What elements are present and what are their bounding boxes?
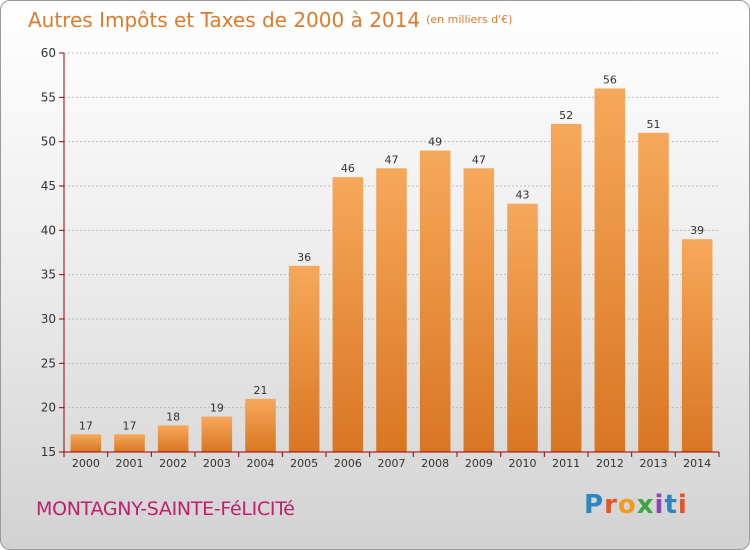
logo-letter: x xyxy=(636,490,655,520)
bar-value-label: 52 xyxy=(559,109,573,122)
x-tick-label: 2002 xyxy=(159,457,187,470)
logo-letter: o xyxy=(617,490,637,520)
town-name: MONTAGNY-SAINTE-FéLICITé xyxy=(36,498,295,520)
y-tick-label: 45 xyxy=(41,179,56,193)
bar xyxy=(638,132,669,453)
bar xyxy=(376,168,407,452)
bars: 17 17 18 19 21 36 46 47 49 47 43 52 56 51 39 xyxy=(70,73,713,453)
y-tick-label: 25 xyxy=(41,356,56,370)
bar xyxy=(419,150,451,453)
bar-value-label: 39 xyxy=(690,224,704,237)
chart-title-text: Autres Impôts et Taxes de 2000 à 2014 xyxy=(28,8,421,32)
y-tick-label: 60 xyxy=(41,46,56,60)
x-tick-label: 2003 xyxy=(203,457,231,470)
x-tick-label: 2010 xyxy=(509,457,537,470)
bar-value-label: 47 xyxy=(472,153,486,166)
bar xyxy=(70,434,102,452)
x-tick-label: 2004 xyxy=(247,457,275,470)
y-tick-label: 35 xyxy=(41,268,56,282)
logo-letter: P xyxy=(584,490,605,520)
bar xyxy=(507,203,538,452)
bar-value-label: 18 xyxy=(166,410,180,423)
bar xyxy=(594,88,626,452)
chart-title: Autres Impôts et Taxes de 2000 à 2014 (en… xyxy=(28,8,512,32)
bar xyxy=(550,123,582,452)
logo-letter: i xyxy=(654,490,665,520)
bar-value-label: 43 xyxy=(516,189,530,202)
x-tick-label: 2000 xyxy=(72,457,100,470)
x-tick-label: 2009 xyxy=(465,457,493,470)
bar-value-label: 17 xyxy=(79,419,93,432)
bar-value-label: 46 xyxy=(341,162,355,175)
bar-value-label: 36 xyxy=(297,251,311,264)
chart-subtitle: (en milliers d'€) xyxy=(426,13,513,26)
bar xyxy=(463,168,495,452)
bar-value-label: 21 xyxy=(254,384,268,397)
y-tick-label: 15 xyxy=(41,445,56,459)
bar-value-label: 51 xyxy=(647,118,661,131)
axes: 15 20 25 30 35 40 45 50 55 60 2000 2001 2002 2003 2004… xyxy=(41,46,720,470)
bar xyxy=(201,416,233,452)
bar-value-label: 17 xyxy=(123,419,137,432)
x-tick-label: 2001 xyxy=(116,457,144,470)
logo-letter: t xyxy=(664,490,678,520)
bar xyxy=(157,425,189,452)
bar-value-label: 49 xyxy=(428,136,442,149)
bar xyxy=(114,434,145,452)
x-tick-label: 2012 xyxy=(596,457,624,470)
bar-value-label: 19 xyxy=(210,402,224,415)
bar xyxy=(332,177,364,452)
y-tick-label: 40 xyxy=(41,223,56,237)
proxiti-logo[interactable]: Proxiti xyxy=(584,490,688,520)
x-tick-label: 2014 xyxy=(683,457,711,470)
bar xyxy=(288,265,320,452)
x-tick-label: 2007 xyxy=(378,457,406,470)
y-tick-label: 50 xyxy=(41,135,56,149)
y-tick-label: 55 xyxy=(41,90,56,104)
x-tick-label: 2013 xyxy=(640,457,668,470)
bar-value-label: 47 xyxy=(385,153,399,166)
x-tick-label: 2008 xyxy=(421,457,449,470)
y-tick-label: 30 xyxy=(41,312,56,326)
x-tick-label: 2011 xyxy=(552,457,580,470)
bar xyxy=(681,239,713,452)
bar xyxy=(245,398,276,452)
logo-letter: i xyxy=(677,490,688,520)
logo-letter: r xyxy=(604,490,618,520)
bar-value-label: 56 xyxy=(603,73,617,86)
x-tick-label: 2006 xyxy=(334,457,362,470)
x-tick-label: 2005 xyxy=(290,457,318,470)
y-tick-label: 20 xyxy=(41,401,56,415)
